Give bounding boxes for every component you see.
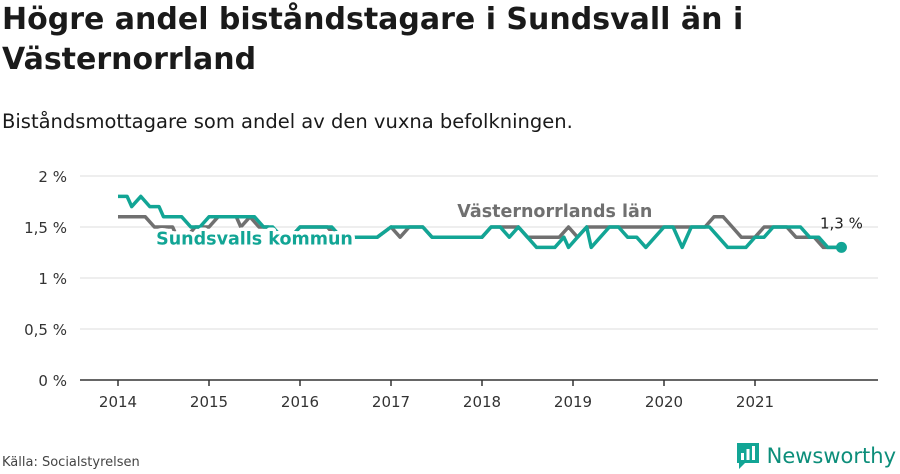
y-axis-ticks: 0 % 0,5 % 1 % 1,5 % 2 % <box>24 168 67 390</box>
source-note: Källa: Socialstyrelsen <box>2 455 140 470</box>
grid-lines <box>80 175 878 330</box>
y-tick-label: 2 % <box>38 168 67 186</box>
x-tick-label: 2018 <box>463 393 501 411</box>
end-value-label: 1,3 % <box>820 214 863 232</box>
x-tick-label: 2021 <box>736 393 774 411</box>
brand-logo: Newsworthy <box>735 440 896 472</box>
y-tick-label: 0 % <box>38 372 67 390</box>
x-tick-label: 2014 <box>99 393 137 411</box>
end-point-marker <box>835 241 847 253</box>
series-label-halo: Sundsvalls kommun <box>156 229 353 249</box>
x-tick-label: 2019 <box>554 393 592 411</box>
x-tick-label: 2017 <box>372 393 410 411</box>
chart-subtitle: Biståndsmottagare som andel av den vuxna… <box>2 110 573 133</box>
line-chart: 0 % 0,5 % 1 % 1,5 % 2 % 2014 2015 2016 2017 2018… <box>24 168 878 411</box>
x-tick-label: 2020 <box>645 393 683 411</box>
brand-name: Newsworthy <box>766 444 896 468</box>
x-tick-label: 2015 <box>190 393 228 411</box>
x-axis: 2014 2015 2016 2017 2018 2019 2020 2021 <box>80 379 878 411</box>
series-lines <box>118 194 842 250</box>
newsworthy-logo-icon <box>736 443 759 469</box>
series-label: Västernorrlands län <box>457 202 652 222</box>
y-tick-label: 1,5 % <box>24 219 67 237</box>
y-tick-label: 1 % <box>38 270 67 288</box>
x-tick-label: 2016 <box>281 393 319 411</box>
series-label: Sundsvalls kommun <box>156 229 353 249</box>
series-label-halo: Västernorrlands län <box>457 202 652 222</box>
y-tick-label: 0,5 % <box>24 321 67 339</box>
series-line-1 <box>118 194 842 250</box>
chart-title: Högre andel biståndstagare i Sundsvall ä… <box>2 2 744 77</box>
